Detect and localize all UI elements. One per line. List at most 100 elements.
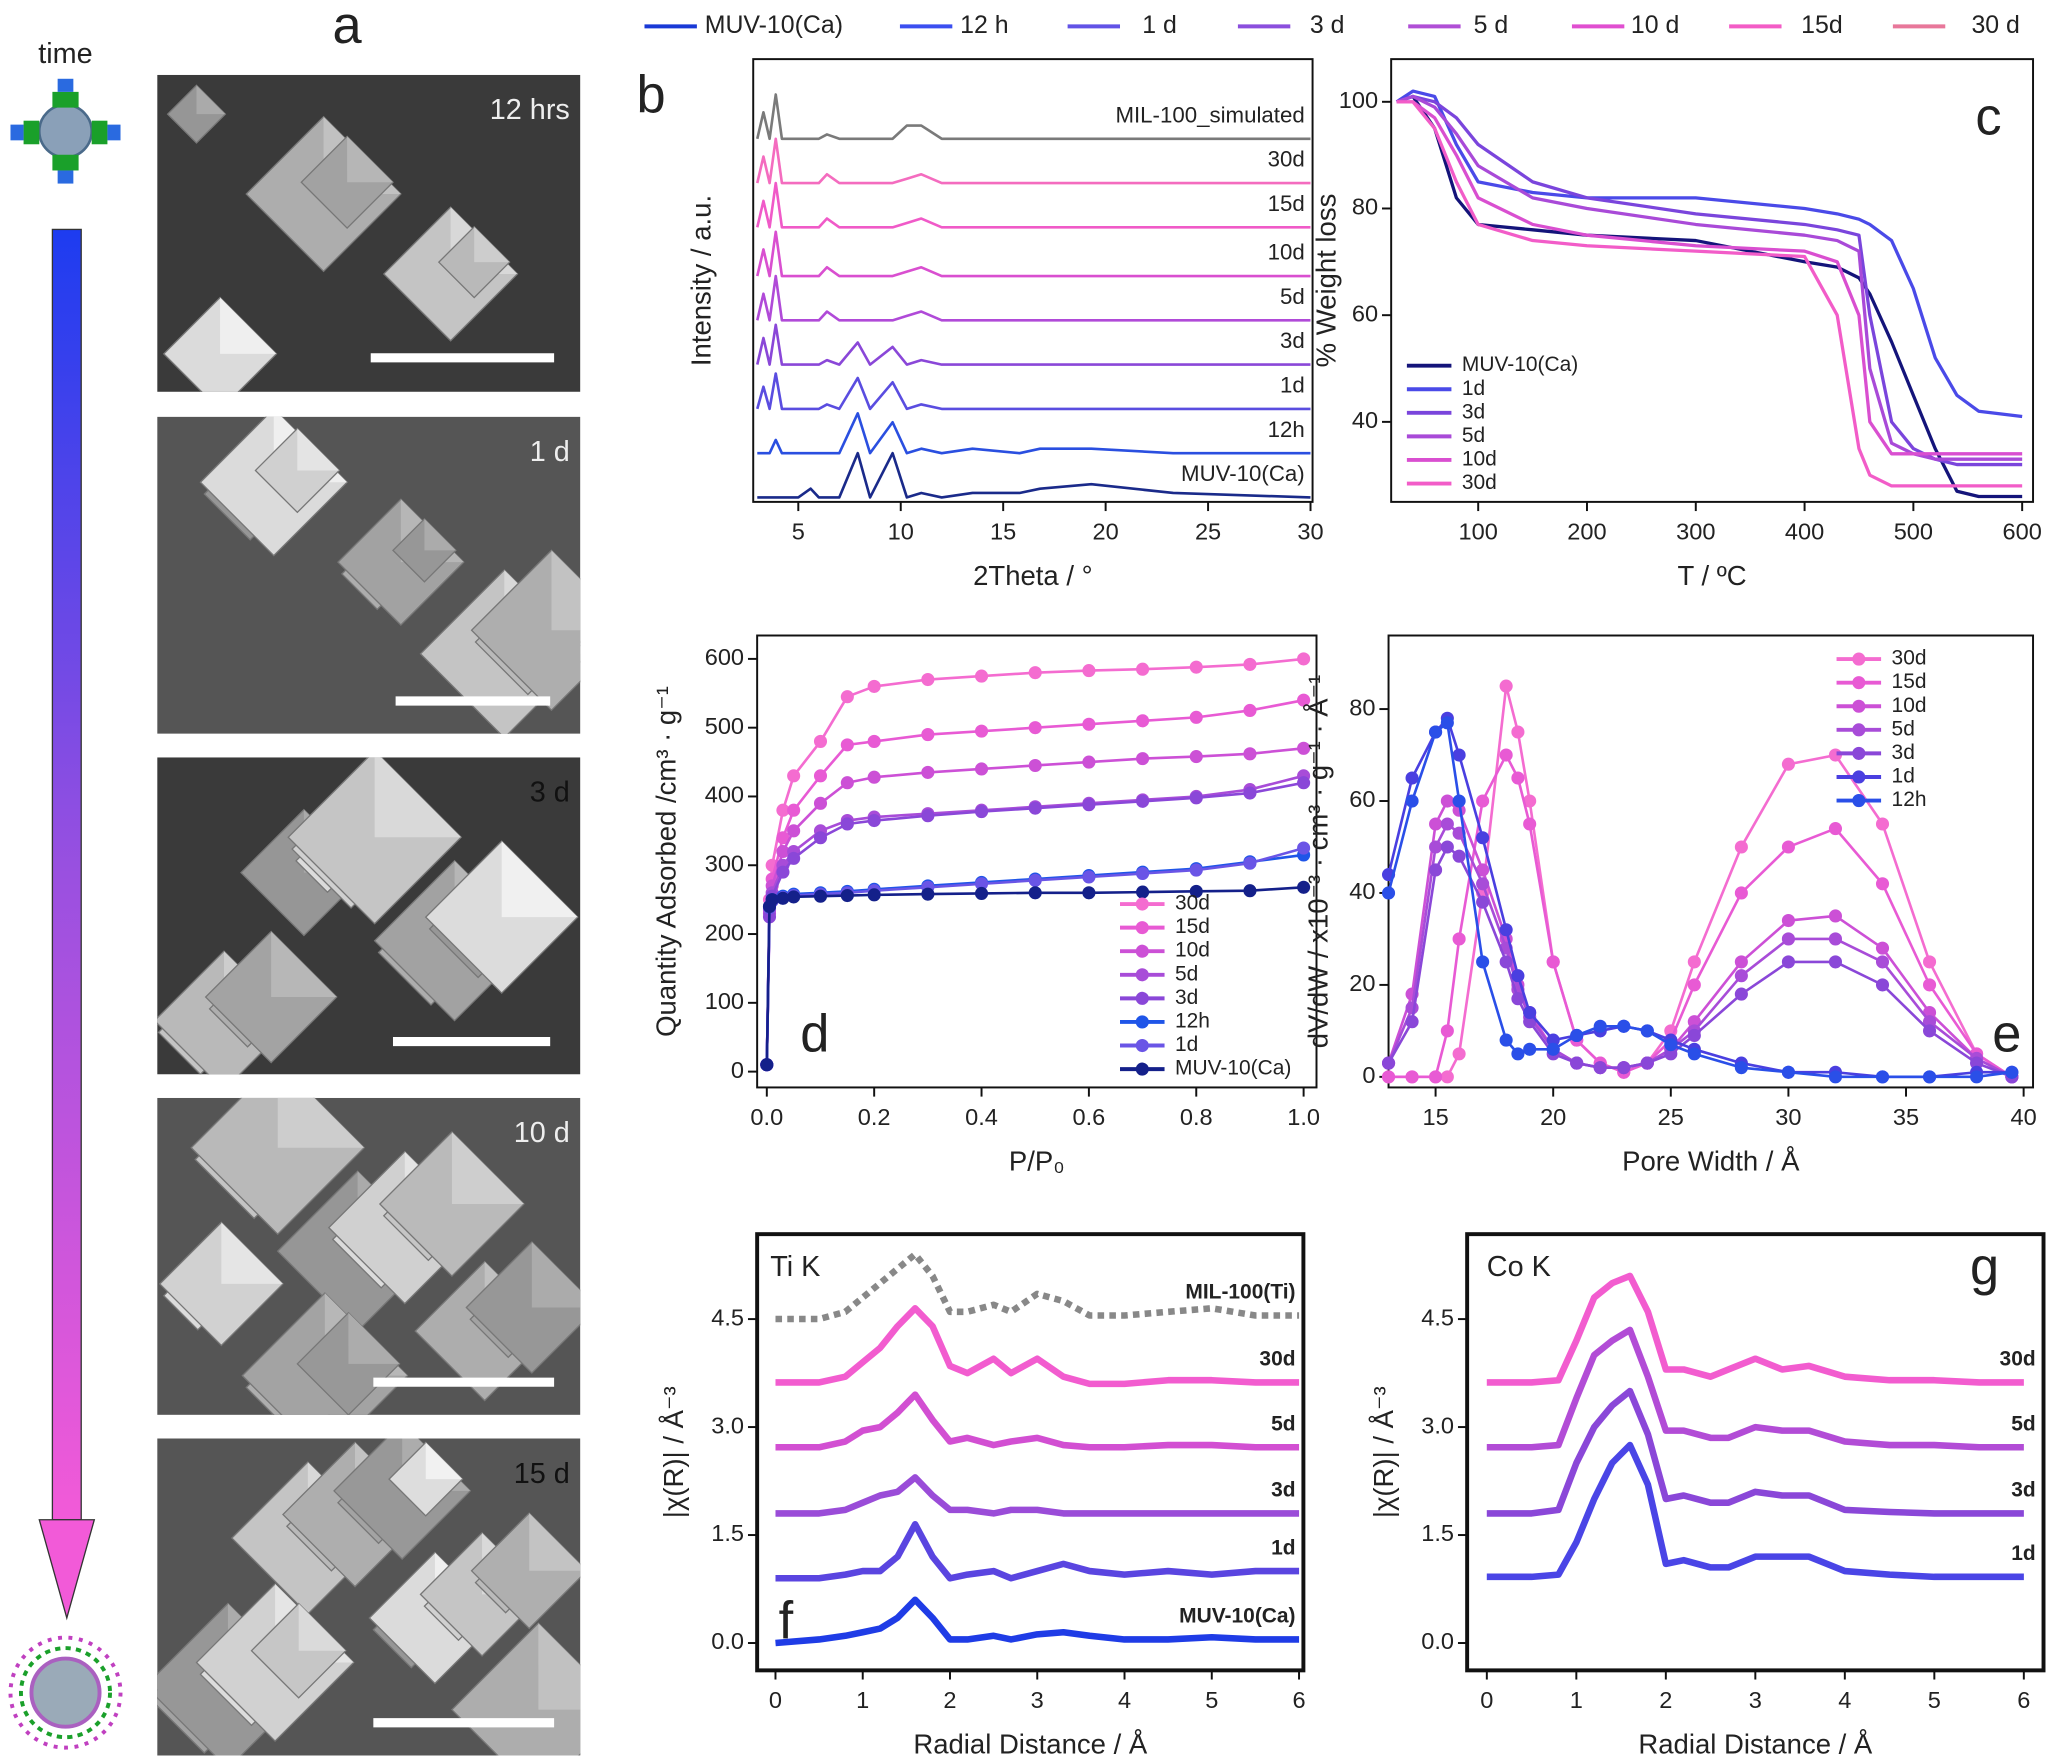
x-axis-label: 2Theta / ° [973,560,1093,591]
data-point [1405,1070,1419,1084]
series-line [775,1521,1300,1582]
series-line [1486,1387,2024,1517]
series-line [775,1474,1300,1517]
crystal-face [277,1097,365,1148]
series-label: MIL-100_simulated [1115,102,1304,127]
crystal-face [424,518,456,551]
legend-label: MUV-10(Ca) [1175,1057,1291,1080]
series-label: 12h [1268,417,1305,442]
annotation: Ti K [770,1251,820,1283]
data-point [1297,880,1311,894]
data-point [1828,1070,1843,1084]
legend-marker [1852,723,1866,737]
data-point [840,690,854,704]
x-tick-label: 20 [1540,1104,1566,1130]
legend-label: 5d [1892,717,1915,740]
data-point [1297,741,1311,755]
panel-letter: a [333,0,363,55]
data-point [840,776,854,790]
crystal-face [501,841,578,918]
data-point [921,887,935,901]
series-line [1395,89,2023,419]
data-point [1429,863,1443,877]
legend-marker [1135,944,1149,958]
data-point [1405,771,1419,785]
series-label: 30d [2000,1348,2036,1371]
data-point [1243,786,1257,800]
x-axis-label: Radial Distance / Å [1638,1729,1873,1757]
x-axis-label: T / ºC [1678,560,1747,591]
data-point [1511,992,1525,1006]
x-tick-label: 0.8 [1180,1104,1213,1130]
crystal-face [538,1623,581,1710]
data-point [1970,1056,1984,1070]
data-point [1440,1070,1454,1084]
data-point [1381,886,1396,900]
legend-marker [1852,652,1866,666]
data-point [1922,1024,1937,1038]
data-point [1664,1038,1678,1052]
data-point [1136,714,1150,728]
legend-label: 3 d [1310,11,1345,39]
crystal-face [529,1513,581,1571]
x-axis-label: Radial Distance / Å [913,1729,1148,1757]
legend-label: 30 d [1971,11,2019,39]
legend-label: 1d [1175,1033,1198,1056]
data-point [1734,969,1748,983]
y-tick-label: 500 [705,713,744,739]
series-label: 3d [1271,1479,1295,1502]
data-point [760,1058,774,1072]
data-point [1781,955,1795,969]
series-line [765,698,1304,1065]
data-point [813,769,828,783]
data-point [1970,1070,1984,1084]
x-tick-label: 4 [1118,1687,1131,1713]
x-tick-label: 0.2 [858,1104,891,1130]
data-point [1189,750,1203,764]
y-axis-label: |χ(R)| / Å⁻³ [1368,1386,1399,1518]
y-tick-label: 0.0 [1421,1628,1454,1654]
x-tick-label: 15 [990,519,1016,545]
legend-label: 3d [1175,986,1198,1009]
y-tick-label: 100 [705,988,744,1014]
data-point [765,893,779,907]
data-point [1452,794,1466,808]
data-point [1687,978,1701,992]
series-line [775,1251,1300,1323]
legend-marker [1852,676,1866,690]
x-tick-label: 3 [1749,1687,1762,1713]
panel-letter: d [800,1006,829,1064]
y-tick-label: 100 [1339,87,1378,113]
molecule-bottom [8,1635,123,1750]
x-tick-label: 20 [1093,519,1119,545]
data-point [974,724,989,738]
image-label: 1 d [530,436,570,468]
legend-label: 3d [1462,400,1485,423]
data-point [1028,873,1042,887]
series-label: 10d [1268,240,1305,265]
data-point [1593,1019,1607,1033]
annotation: Co K [1487,1251,1551,1283]
series-line [1396,94,2023,461]
legend-marker [1135,897,1149,911]
data-point [1875,955,1890,969]
data-point [1875,817,1890,831]
y-tick-label: 4.5 [1421,1304,1454,1330]
series-label: 5d [1280,284,1305,309]
legend-label: MUV-10(Ca) [1462,353,1578,376]
data-point [1546,1042,1560,1056]
data-point [1476,863,1490,877]
y-tick-label: 20 [1349,970,1375,996]
panel-letter: b [636,66,665,124]
series-label: MIL-100(Ti) [1185,1281,1295,1304]
data-point [1476,794,1490,808]
y-tick-label: 300 [705,850,744,876]
x-tick-label: 30 [1297,519,1323,545]
data-point [1440,840,1454,854]
legend-label: 3d [1892,741,1915,764]
series-label: 5d [2011,1412,2035,1435]
data-point [1546,1033,1560,1047]
data-point [1405,1015,1419,1029]
x-tick-label: 600 [2002,519,2041,545]
series-label: 30d [1268,147,1305,172]
